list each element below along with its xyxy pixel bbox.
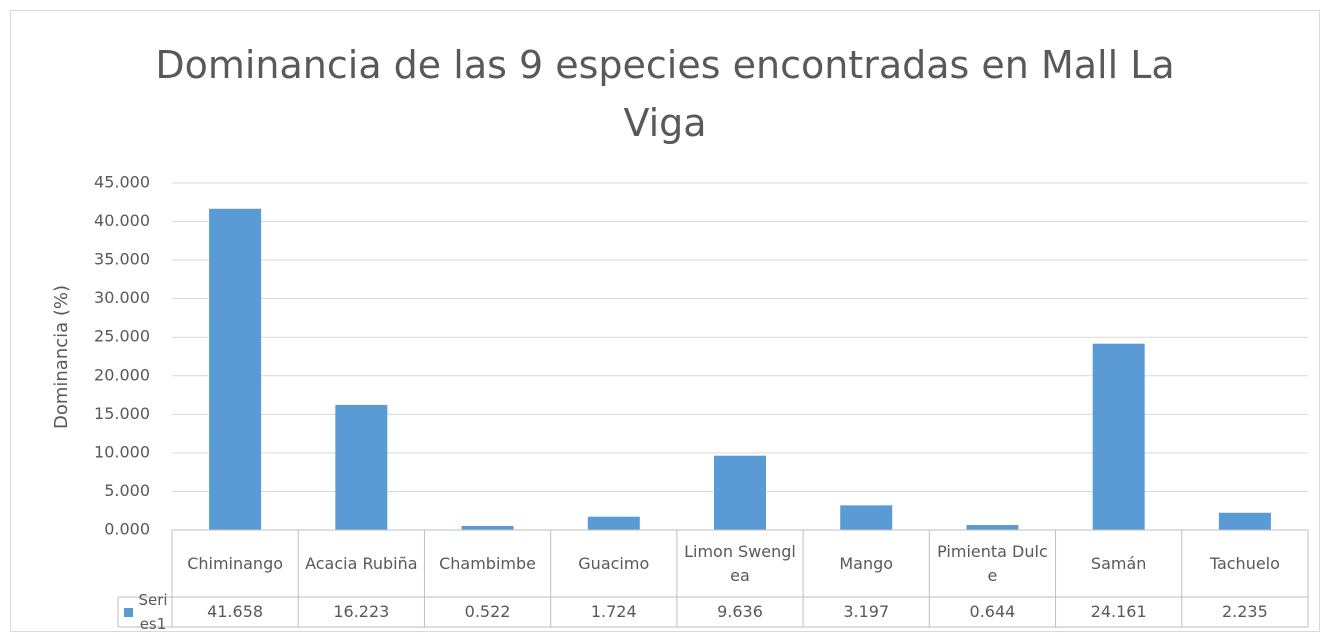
y-tick-label: 15.000 <box>94 404 150 423</box>
bar <box>1218 512 1271 530</box>
data-table-value: 1.724 <box>590 602 637 621</box>
category-cell: Pimienta Dulce <box>937 541 1048 585</box>
category-cell: Limon Swenglea <box>684 541 796 585</box>
y-tick-label: 10.000 <box>94 442 150 461</box>
bar <box>209 208 262 530</box>
legend-key <box>124 608 133 617</box>
y-axis-label: Dominancia (%) <box>51 285 72 429</box>
data-table-value: 41.658 <box>207 602 264 621</box>
bar <box>461 525 514 530</box>
data-table-value: 16.223 <box>333 602 390 621</box>
y-tick-label: 5.000 <box>104 481 150 500</box>
data-table-value: 9.636 <box>717 602 763 621</box>
y-tick-label: 30.000 <box>94 288 150 307</box>
y-tick-label: 20.000 <box>94 365 150 384</box>
y-tick-label: 35.000 <box>94 250 150 269</box>
category-cell: Guacimo <box>578 553 650 573</box>
bar <box>587 516 640 530</box>
category-cell: Chambimbe <box>439 553 536 573</box>
bar <box>335 404 388 530</box>
category-cell: Tachuelo <box>1209 553 1280 573</box>
category-cell: Acacia Rubiña <box>305 553 418 573</box>
data-table-value: 0.644 <box>969 602 1016 621</box>
category-cell: Samán <box>1090 553 1147 573</box>
data-table-value: 24.161 <box>1090 602 1147 621</box>
y-tick-label: 45.000 <box>94 173 150 192</box>
data-table-value: 2.235 <box>1221 602 1268 621</box>
bar <box>840 505 893 530</box>
data-table-value: 3.197 <box>843 602 890 621</box>
legend-label: Series1 <box>138 591 168 633</box>
category-cell: Chiminango <box>187 553 284 573</box>
bar <box>1092 343 1145 530</box>
bar <box>966 525 1019 530</box>
bar <box>714 455 766 530</box>
y-tick-label: 0.000 <box>104 520 150 539</box>
chart-title: Dominancia de las 9 especies encontradas… <box>155 43 1175 145</box>
chart-frame <box>10 10 1320 632</box>
category-cell: Mango <box>839 553 894 573</box>
y-tick-label: 25.000 <box>94 327 150 346</box>
data-table-value: 0.522 <box>464 602 511 621</box>
y-tick-label: 40.000 <box>94 211 150 230</box>
